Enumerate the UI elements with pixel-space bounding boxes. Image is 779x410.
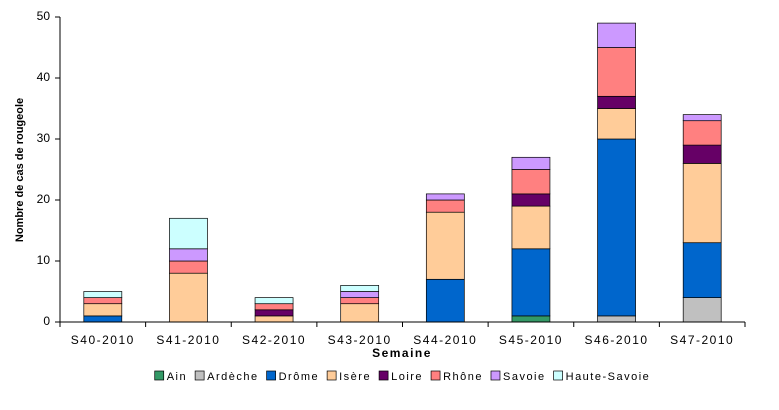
legend-swatch — [430, 370, 441, 381]
bar-segment — [254, 315, 294, 323]
bar-segment — [597, 138, 636, 317]
bar-segment — [169, 260, 208, 274]
y-axis-title: Nombre de cas de rougeole — [14, 98, 26, 242]
bar-segment — [425, 211, 465, 280]
x-tick-label: S40-2010 — [71, 333, 135, 347]
legend-label: Drôme — [279, 371, 320, 383]
y-tick-label: 30 — [37, 131, 51, 145]
bar-segment — [511, 169, 551, 195]
bar-segment — [597, 47, 636, 97]
y-tick-label: 10 — [37, 253, 51, 267]
bar-segment — [682, 242, 722, 298]
legend-label: Ardèche — [207, 371, 258, 383]
bar-segment — [597, 22, 636, 48]
x-tick-label: S42-2010 — [242, 333, 306, 347]
bar-segment — [254, 309, 294, 317]
bar-segment — [254, 303, 294, 311]
bar-segment — [425, 278, 465, 323]
bar-segment — [169, 272, 208, 323]
x-tick-label: S44-2010 — [413, 333, 477, 347]
x-tick-label: S41-2010 — [156, 333, 220, 347]
bar-segment — [83, 303, 123, 317]
bar-segment — [83, 291, 123, 298]
bar-segment — [169, 217, 208, 250]
legend-label: Ain — [167, 371, 187, 383]
legend-swatch — [194, 370, 205, 381]
y-tick-label: 40 — [37, 70, 51, 84]
x-axis-title: Semaine — [372, 346, 432, 360]
legend-label: Loire — [391, 371, 423, 383]
bar-segment — [340, 303, 380, 323]
legend-swatch — [378, 370, 389, 381]
y-tick-label: 50 — [37, 9, 51, 23]
x-tick-label: S45-2010 — [499, 333, 563, 347]
bar-segment — [597, 108, 636, 140]
bar-segment — [340, 291, 380, 298]
legend-label: Rhône — [443, 371, 483, 383]
bar-segment — [254, 297, 294, 305]
bar-segment — [425, 193, 465, 201]
bar-segment — [340, 285, 380, 292]
x-tick-label: S47-2010 — [670, 333, 734, 347]
bar-segment — [682, 144, 722, 164]
legend-swatch — [553, 370, 563, 381]
x-tick-label: S43-2010 — [328, 333, 392, 347]
bar-segment — [682, 120, 722, 146]
bar-segment — [511, 315, 551, 323]
bar-segment — [425, 199, 465, 213]
x-tick-label: S46-2010 — [585, 333, 649, 347]
legend-label: Haute-Savoie — [566, 371, 651, 383]
bar-segment — [83, 315, 123, 323]
legend-swatch — [266, 370, 276, 381]
bar-segment — [340, 297, 380, 305]
bar-segment — [83, 297, 123, 305]
bar-segment — [682, 297, 722, 323]
bar-segment — [597, 315, 636, 323]
bar-segment — [511, 156, 551, 170]
bar-segment — [682, 114, 722, 122]
bar-segment — [511, 193, 551, 207]
bar-segment — [511, 205, 551, 250]
bar-segment — [169, 248, 208, 262]
legend-label: Savoie — [503, 371, 546, 383]
bar-segment — [597, 95, 636, 109]
y-tick-label: 20 — [37, 192, 51, 206]
legend-label: Isère — [339, 371, 371, 383]
bar-segment — [682, 163, 722, 244]
legend-swatch — [490, 370, 501, 381]
y-tick-label: 0 — [43, 314, 50, 328]
legend-swatch — [154, 370, 165, 381]
legend-swatch — [326, 370, 337, 381]
bar-segment — [511, 248, 551, 317]
